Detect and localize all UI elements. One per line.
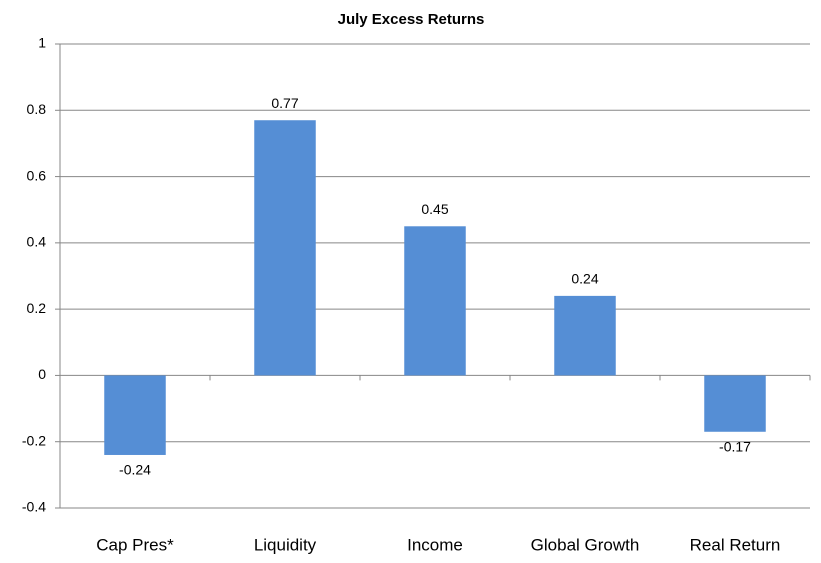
data-label: 0.77 [271,95,298,111]
x-tick-label: Cap Pres* [96,535,174,554]
x-tick-label: Income [407,535,463,554]
data-label: 0.24 [571,271,598,287]
y-tick-label: 0.8 [27,101,47,117]
bar [554,295,616,376]
bar [104,375,166,455]
x-tick-label: Global Growth [531,535,640,554]
x-tick-label: Liquidity [254,535,317,554]
x-tick-label: Real Return [690,535,781,554]
bar [704,375,766,432]
y-tick-label: -0.4 [22,499,46,515]
data-label: -0.17 [719,438,751,454]
y-tick-label: 0.4 [27,234,47,250]
data-label: 0.45 [421,201,448,217]
y-tick-label: 0 [38,366,46,382]
y-tick-label: 1 [38,35,46,51]
bar [404,226,466,376]
y-tick-label: -0.2 [22,432,46,448]
y-tick-label: 0.6 [27,167,47,183]
data-label: -0.24 [119,462,151,478]
chart-title: July Excess Returns [338,11,485,28]
y-tick-label: 0.2 [27,300,47,316]
bar [254,120,316,376]
